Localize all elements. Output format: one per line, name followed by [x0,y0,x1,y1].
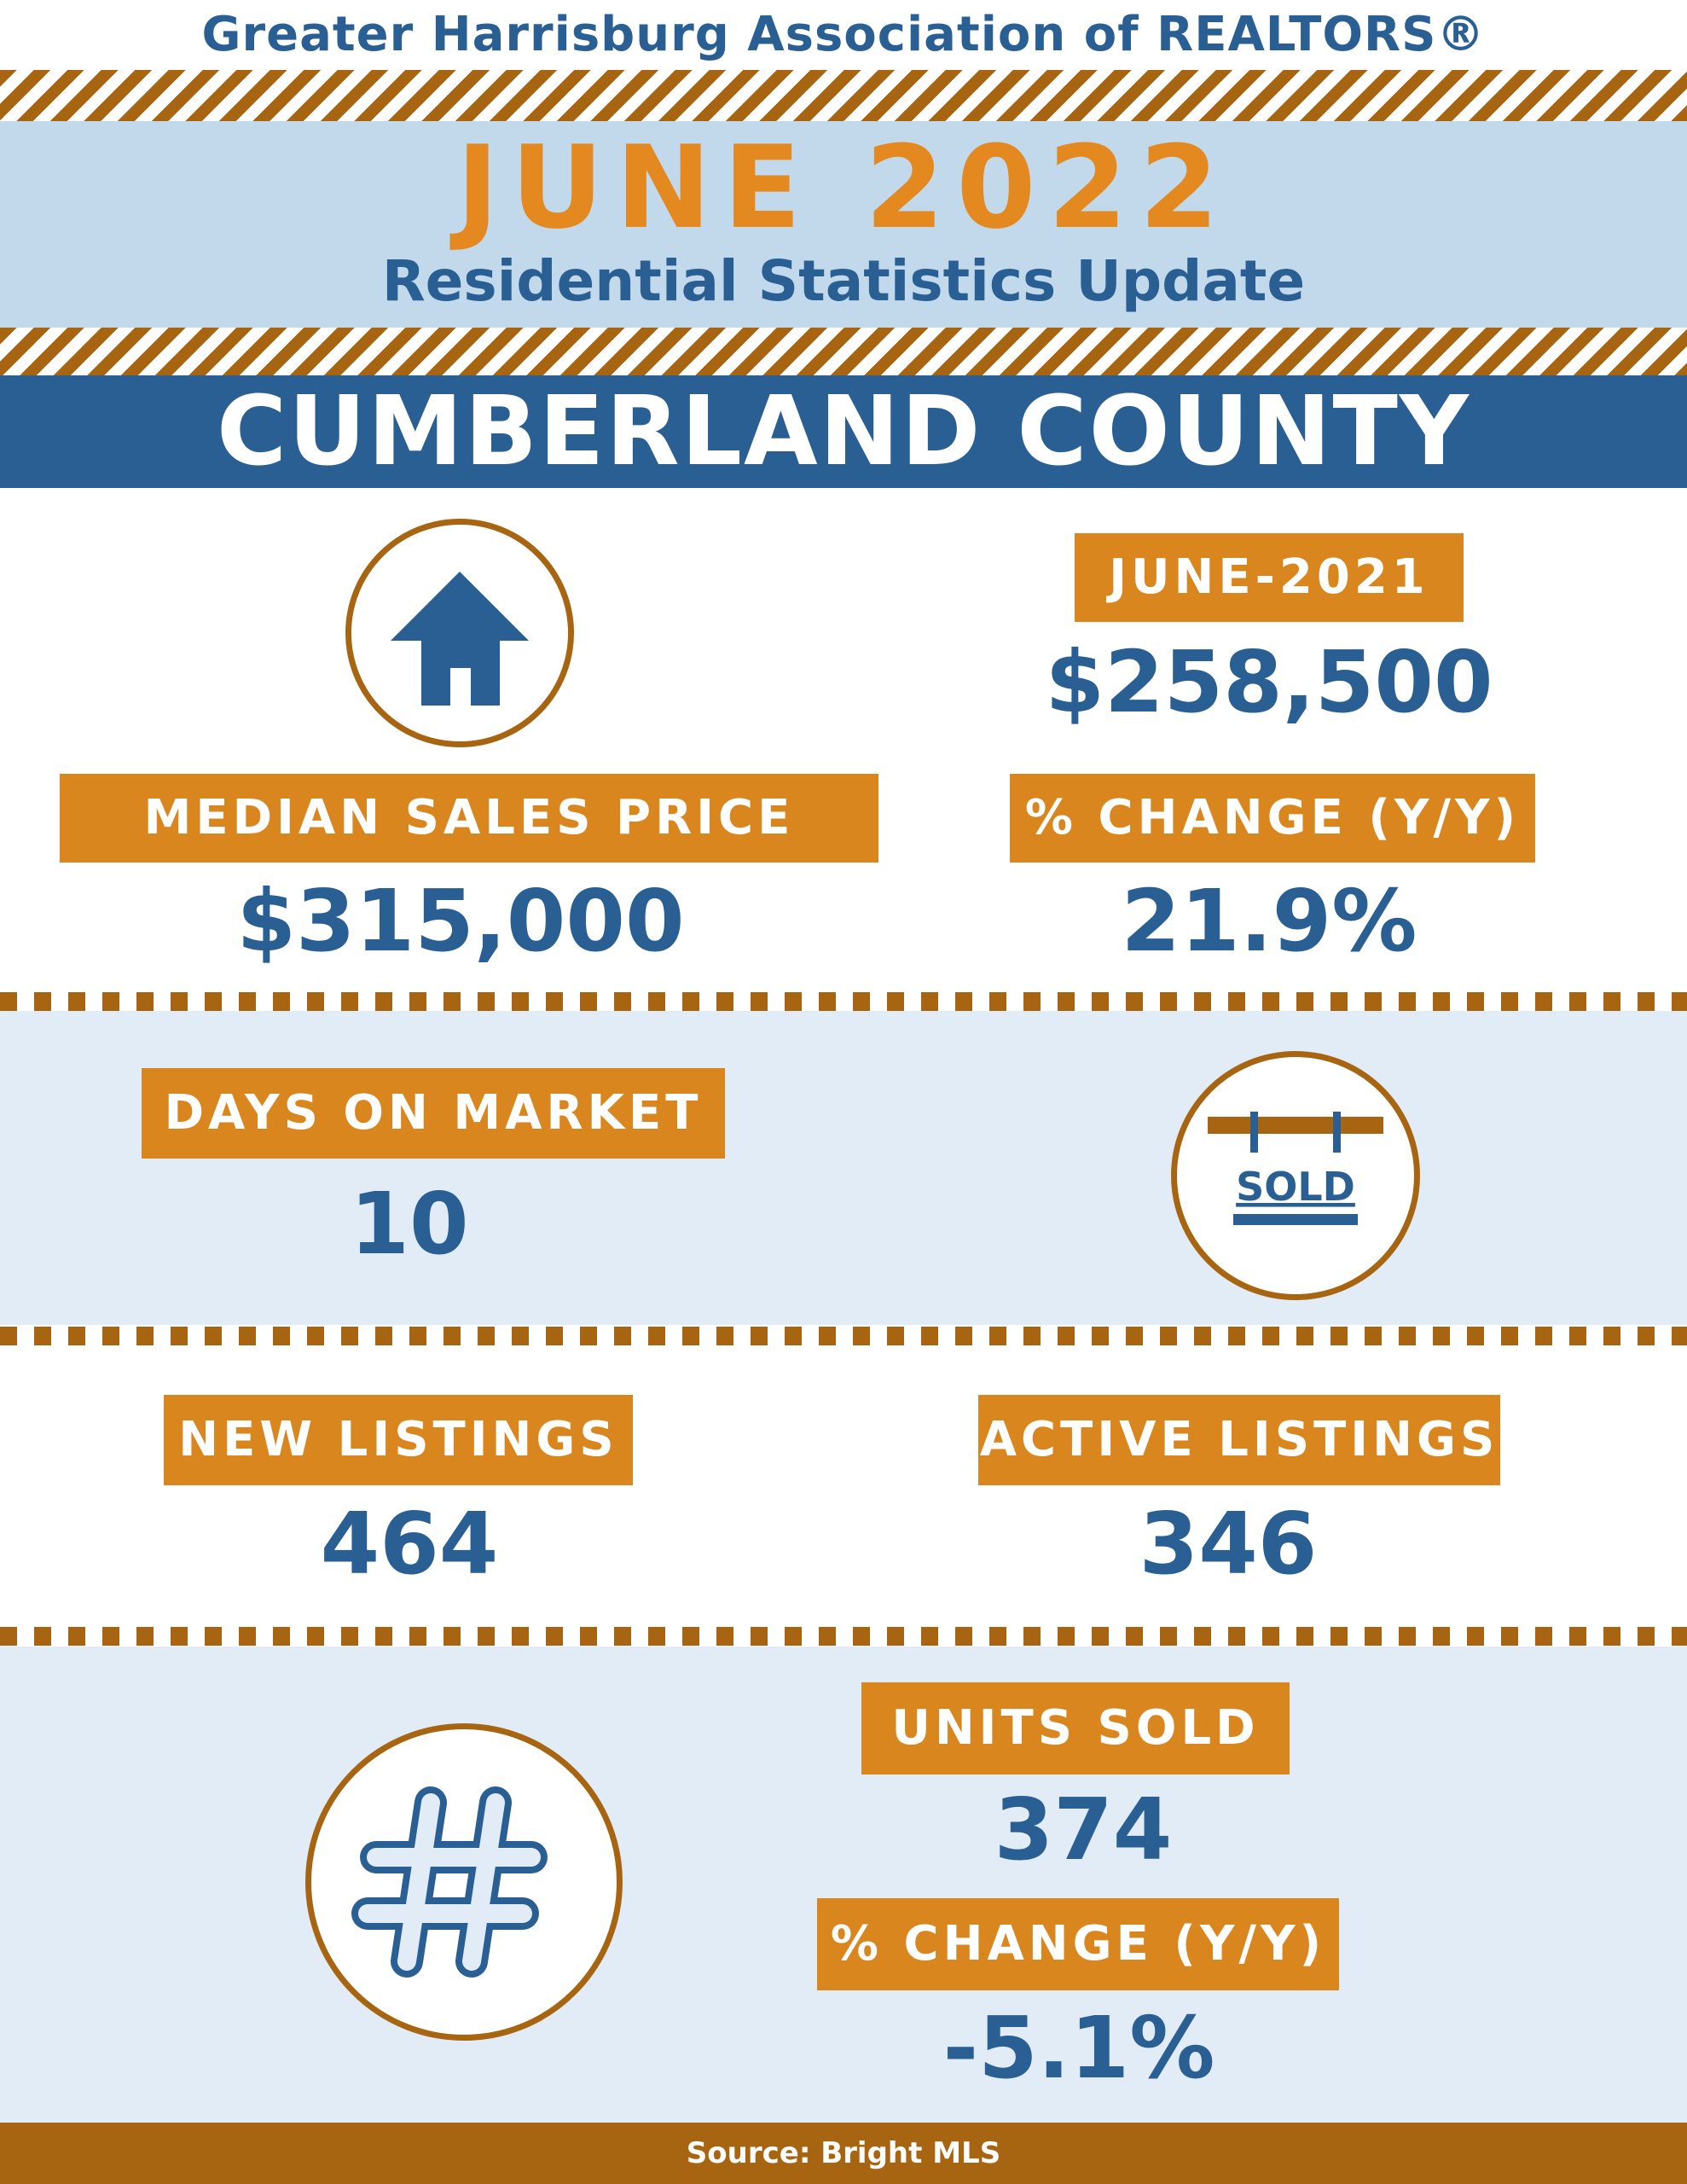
units-change-value: -5.1% [942,1998,1215,2098]
days-on-market-label: DAYS ON MARKET [142,1068,725,1159]
sold-sign-text: SOLD [1236,1164,1355,1210]
new-listings-label: NEW LISTINGS [164,1395,633,1485]
units-sold-band [0,1647,1687,2123]
sold-sign-icon: SOLD [1208,1112,1383,1236]
new-listings-value: 464 [320,1494,499,1594]
prior-year-value: $258,500 [1045,632,1493,732]
price-change-label: % CHANGE (Y/Y) [1010,774,1535,863]
active-listings-label: ACTIVE LISTINGS [978,1395,1500,1485]
hashtag-icon-circle [305,1723,623,2041]
bottom-stripe-divider [0,328,1687,375]
county-title: CUMBERLAND COUNTY [0,375,1687,488]
prior-year-label: JUNE-2021 [1075,533,1464,622]
hashtag-icon [351,1786,548,1978]
dotted-divider [0,1627,1687,1646]
house-icon [391,572,529,706]
days-on-market-band [0,1011,1687,1325]
days-on-market-value: 10 [350,1174,469,1274]
units-sold-value: 374 [994,1780,1173,1879]
units-change-label: % CHANGE (Y/Y) [817,1898,1339,1990]
top-stripe-divider [0,70,1687,121]
units-sold-label: UNITS SOLD [861,1682,1290,1774]
sold-sign-icon-circle: SOLD [1171,1051,1420,1300]
hero-band [0,121,1687,328]
house-icon-circle [345,519,574,747]
active-listings-value: 346 [1139,1494,1318,1594]
source-footer: Source: Bright MLS [0,2123,1687,2184]
dotted-divider [0,992,1687,1011]
price-change-value: 21.9% [1121,871,1417,971]
month-title: JUNE 2022 [456,121,1231,254]
dotted-divider [0,1327,1687,1345]
median-sales-price-value: $315,000 [236,871,685,971]
organization-title: Greater Harrisburg Association of REALTO… [201,7,1486,62]
median-sales-price-label: MEDIAN SALES PRICE [60,774,878,863]
report-subtitle: Residential Statistics Update [381,248,1306,314]
